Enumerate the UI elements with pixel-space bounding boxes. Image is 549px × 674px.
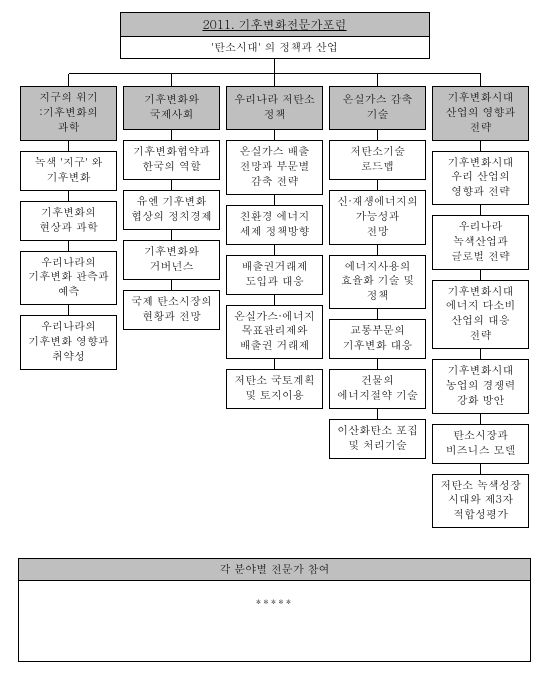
item-box: 저탄소 녹색성장 시대와 제3자 적합성평가 xyxy=(432,474,529,529)
item-box: 온실가스·에너지 목표관리제와 배출권 거래제 xyxy=(226,305,323,360)
connector-vertical xyxy=(68,141,69,151)
item-box: 기후변화의 현상과 과학 xyxy=(20,201,117,241)
connector-vertical xyxy=(274,295,275,305)
connector-vertical xyxy=(480,205,481,215)
item-box: 우리나라 녹색산업과 글로벌 전략 xyxy=(432,215,529,270)
footer-body: ***** xyxy=(19,581,530,661)
columns-container: 지구의 위기 :기후변화의 과학녹색 '지구' 와 기후변화기후변화의 현상과 … xyxy=(20,74,529,528)
connector-vertical xyxy=(171,130,172,140)
item-box: 녹색 '지구' 와 기후변화 xyxy=(20,151,117,191)
item-box: 저탄소기술 로드맵 xyxy=(329,140,426,180)
item-box: 기후변화와 거버넌스 xyxy=(123,240,220,280)
connector-vertical xyxy=(480,349,481,359)
connector-vertical xyxy=(171,280,172,290)
connector-vertical xyxy=(171,230,172,240)
column-head: 지구의 위기 :기후변화의 과학 xyxy=(20,86,117,141)
connector-vertical xyxy=(377,409,378,419)
connector-vertical xyxy=(480,141,481,151)
connector-vertical xyxy=(274,130,275,140)
connector-vertical xyxy=(68,305,69,315)
column-head: 우리나라 저탄소 정책 xyxy=(226,86,323,130)
item-box: 탄소시장과 비즈니스 모델 xyxy=(432,424,529,464)
column-head: 기후변화시대 산업의 영향과 전략 xyxy=(432,86,529,141)
item-box: 국제 탄소시장의 현황과 전망 xyxy=(123,290,220,330)
connector-vertical xyxy=(274,74,275,86)
item-box: 유엔 기후변화 협상의 정치경제 xyxy=(123,190,220,230)
column-head: 기후변화와 국제사회 xyxy=(123,86,220,130)
connector-vertical xyxy=(480,414,481,424)
connector-vertical xyxy=(171,74,172,86)
item-box: 온실가스 배출 전망과 부문별 감축 전략 xyxy=(226,140,323,195)
item-box: 우리나라의 기후변화 영향과 취약성 xyxy=(20,315,117,370)
connector-vertical xyxy=(377,74,378,86)
item-box: 우리나라의 기후변화 관측과 예측 xyxy=(20,251,117,306)
connector-vertical xyxy=(274,359,275,369)
connector-vertical xyxy=(377,309,378,319)
column: 기후변화시대 산업의 영향과 전략기후변화시대 우리 산업의 영향과 전략우리나… xyxy=(432,74,529,528)
item-box: 교통부문의 기후변화 대응 xyxy=(329,319,426,359)
connector-vertical xyxy=(68,74,69,86)
footer-head: 각 분야별 전문가 참여 xyxy=(19,559,530,581)
item-box: 기후변화협약과 한국의 역할 xyxy=(123,140,220,180)
root-title: 2011. 기후변화전문가포럼 xyxy=(120,12,430,37)
item-box: 건물의 에너지절약 기술 xyxy=(329,369,426,409)
connector-vertical xyxy=(68,241,69,251)
connector-vertical xyxy=(171,180,172,190)
connector-vertical xyxy=(480,464,481,474)
connector-vertical xyxy=(377,130,378,140)
column: 온실가스 감축 기술저탄소기술 로드맵신·재생에너지의 가능성과 전망에너지사용… xyxy=(329,74,426,528)
item-box: 신·재생에너지의 가능성과 전망 xyxy=(329,190,426,245)
item-box: 기후변화시대 우리 산업의 영향과 전략 xyxy=(432,151,529,206)
connector-vertical xyxy=(274,195,275,205)
root-box: 2011. 기후변화전문가포럼 '탄소시대' 의 정책과 산업 xyxy=(120,12,430,59)
item-box: 배출권거래제 도입과 대응 xyxy=(226,255,323,295)
connector-vertical xyxy=(377,359,378,369)
column: 기후변화와 국제사회기후변화협약과 한국의 역할유엔 기후변화 협상의 정치경제… xyxy=(123,74,220,528)
item-box: 기후변화시대 에너지 다소비 산업의 대응 전략 xyxy=(432,280,529,349)
item-box: 친환경 에너지 세제 정책방향 xyxy=(226,205,323,245)
column: 지구의 위기 :기후변화의 과학녹색 '지구' 와 기후변화기후변화의 현상과 … xyxy=(20,74,117,528)
connector-vertical xyxy=(68,191,69,201)
connector-vertical xyxy=(480,74,481,86)
column-head: 온실가스 감축 기술 xyxy=(329,86,426,130)
item-box: 에너지사용의 효율화 기술 및 정책 xyxy=(329,255,426,310)
connector-vertical xyxy=(480,270,481,280)
item-box: 저탄소 국토계획 및 토지이용 xyxy=(226,369,323,409)
connector-vertical xyxy=(377,245,378,255)
column: 우리나라 저탄소 정책온실가스 배출 전망과 부문별 감축 전략친환경 에너지 … xyxy=(226,74,323,528)
connector-vertical xyxy=(274,245,275,255)
footer-box: 각 분야별 전문가 참여 ***** xyxy=(18,558,531,662)
connector-vertical xyxy=(377,180,378,190)
root-subtitle: '탄소시대' 의 정책과 산업 xyxy=(120,37,430,59)
item-box: 기후변화시대 농업의 경쟁력 강화 방안 xyxy=(432,359,529,414)
connector-root-vertical xyxy=(274,59,275,73)
item-box: 이산화탄소 포집 및 처리기술 xyxy=(329,419,426,459)
